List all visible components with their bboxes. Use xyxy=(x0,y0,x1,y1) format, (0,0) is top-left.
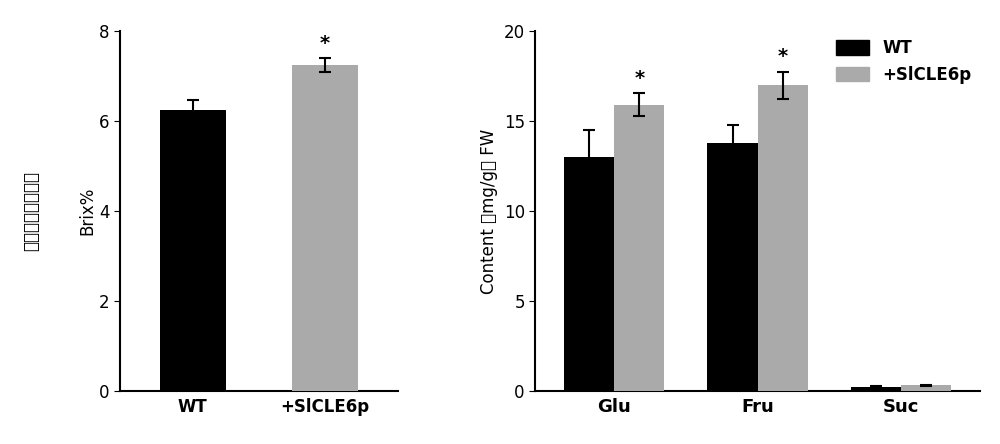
Bar xyxy=(758,85,808,391)
Bar xyxy=(851,387,901,391)
Text: *: * xyxy=(634,69,644,88)
Text: *: * xyxy=(320,34,330,53)
Y-axis label: Brix%: Brix% xyxy=(78,187,96,235)
Bar xyxy=(292,65,358,391)
Y-axis label: Content （mg/g） FW: Content （mg/g） FW xyxy=(480,128,498,293)
Bar xyxy=(901,385,951,391)
Text: 可溶性固形物含量: 可溶性固形物含量 xyxy=(22,171,40,251)
Text: *: * xyxy=(778,47,788,66)
Legend: WT, +SlCLE6p: WT, +SlCLE6p xyxy=(836,40,972,84)
Bar xyxy=(564,157,614,391)
Bar xyxy=(160,110,226,391)
Bar xyxy=(707,143,758,391)
Bar xyxy=(614,105,664,391)
